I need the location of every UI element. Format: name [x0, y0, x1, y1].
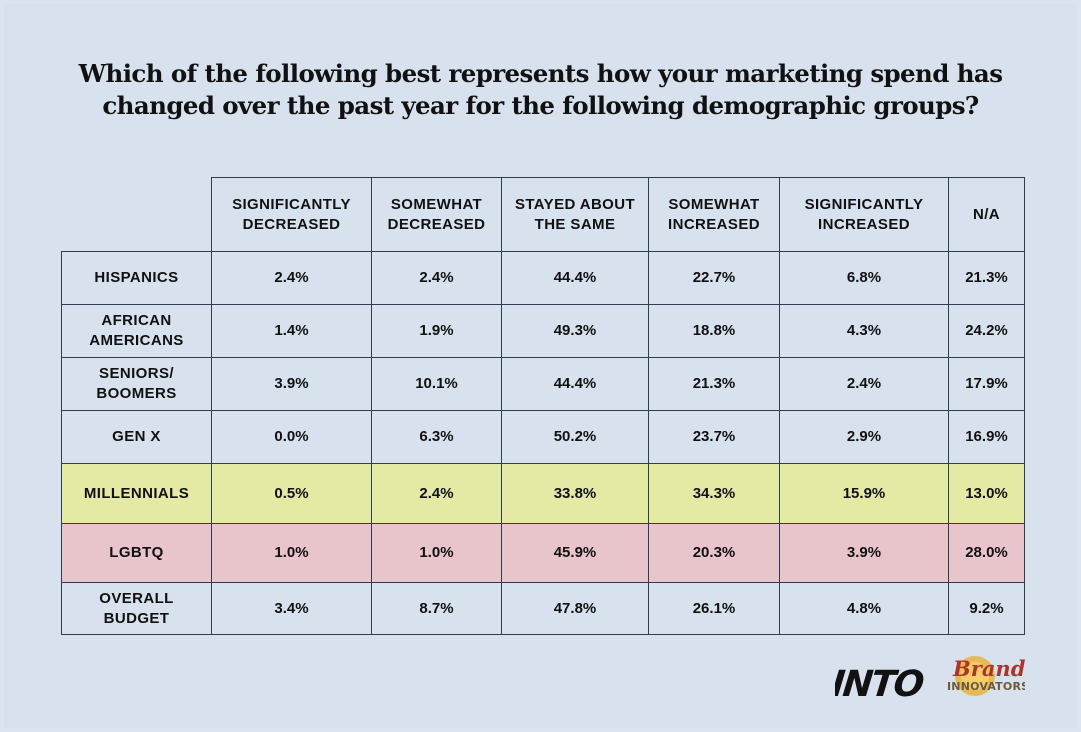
column-header: SIGNIFICANTLY DECREASED [211, 177, 372, 252]
table-cell: 2.4% [779, 357, 949, 411]
column-header: SOMEWHAT DECREASED [371, 177, 502, 252]
table-cell: 3.9% [779, 523, 949, 583]
table-cell: 24.2% [948, 304, 1025, 358]
brand-innovators-logo: Brand INNOVATORS [947, 656, 1025, 696]
table-cell: 47.8% [501, 582, 649, 635]
table-cell: 2.9% [779, 410, 949, 464]
table-cell: 4.8% [779, 582, 949, 635]
table-cell: 33.8% [501, 463, 649, 524]
table-cell: 18.8% [648, 304, 780, 358]
table-row: AFRICAN AMERICANS 1.4% 1.9% 49.3% 18.8% … [61, 304, 1025, 358]
table-cell: 26.1% [648, 582, 780, 635]
table-cell: 45.9% [501, 523, 649, 583]
table-cell: 4.3% [779, 304, 949, 358]
table-cell: 8.7% [371, 582, 502, 635]
table-cell: 6.8% [779, 251, 949, 305]
table-cell: 10.1% [371, 357, 502, 411]
table-row: SENIORS/ BOOMERS 3.9% 10.1% 44.4% 21.3% … [61, 357, 1025, 411]
table-cell: 28.0% [948, 523, 1025, 583]
table-cell: 1.4% [211, 304, 372, 358]
table-cell: 23.7% [648, 410, 780, 464]
innovators-logo-text: INNOVATORS [947, 680, 1025, 693]
table-cell: 2.4% [371, 251, 502, 305]
table-cell: 9.2% [948, 582, 1025, 635]
table-cell: 0.0% [211, 410, 372, 464]
logos: INTO Brand INNOVATORS [835, 656, 1025, 704]
row-label: GEN X [61, 410, 212, 464]
row-label: OVERALL BUDGET [61, 582, 212, 635]
table-cell: 44.4% [501, 251, 649, 305]
table-cell: 34.3% [648, 463, 780, 524]
table-row: HISPANICS 2.4% 2.4% 44.4% 22.7% 6.8% 21.… [61, 251, 1025, 305]
table-cell: 2.4% [211, 251, 372, 305]
column-header: STAYED ABOUT THE SAME [501, 177, 649, 252]
sunburst-core-icon [961, 662, 989, 690]
column-header: SOMEWHAT INCREASED [648, 177, 780, 252]
brand-logo-text: Brand [952, 656, 1025, 681]
table-cell: 49.3% [501, 304, 649, 358]
table-row-highlighted: MILLENNIALS 0.5% 2.4% 33.8% 34.3% 15.9% … [61, 463, 1025, 524]
table-cell: 3.4% [211, 582, 372, 635]
table-cell: 15.9% [779, 463, 949, 524]
row-label: HISPANICS [61, 251, 212, 305]
table-cell: 22.7% [648, 251, 780, 305]
chart-title-line-1: Which of the following best represents h… [78, 59, 1003, 88]
table-row-highlighted: LGBTQ 1.0% 1.0% 45.9% 20.3% 3.9% 28.0% [61, 523, 1025, 583]
table-cell: 2.4% [371, 463, 502, 524]
table-cell: 44.4% [501, 357, 649, 411]
row-label: SENIORS/ BOOMERS [61, 357, 212, 411]
row-label: LGBTQ [61, 523, 212, 583]
table-cell: 3.9% [211, 357, 372, 411]
table-cell: 50.2% [501, 410, 649, 464]
header-row: SIGNIFICANTLY DECREASED SOMEWHAT DECREAS… [61, 177, 1025, 252]
chart-title-line-2: changed over the past year for the follo… [102, 91, 979, 120]
column-header: SIGNIFICANTLY INCREASED [779, 177, 949, 252]
table-cell: 1.0% [211, 523, 372, 583]
table-cell: 6.3% [371, 410, 502, 464]
into-logo: INTO [835, 663, 926, 704]
table-cell: 13.0% [948, 463, 1025, 524]
chart-title: Which of the following best represents h… [0, 58, 1081, 122]
column-header: N/A [948, 177, 1025, 252]
table-cell: 17.9% [948, 357, 1025, 411]
table-cell: 1.0% [371, 523, 502, 583]
corner-cell [61, 177, 212, 252]
table-row: OVERALL BUDGET 3.4% 8.7% 47.8% 26.1% 4.8… [61, 582, 1025, 635]
row-label: MILLENNIALS [61, 463, 212, 524]
table-cell: 21.3% [648, 357, 780, 411]
data-table: SIGNIFICANTLY DECREASED SOMEWHAT DECREAS… [61, 177, 1025, 635]
table-row: GEN X 0.0% 6.3% 50.2% 23.7% 2.9% 16.9% [61, 410, 1025, 464]
table-cell: 0.5% [211, 463, 372, 524]
table-cell: 20.3% [648, 523, 780, 583]
table-cell: 21.3% [948, 251, 1025, 305]
row-label: AFRICAN AMERICANS [61, 304, 212, 358]
table-cell: 16.9% [948, 410, 1025, 464]
table-cell: 1.9% [371, 304, 502, 358]
